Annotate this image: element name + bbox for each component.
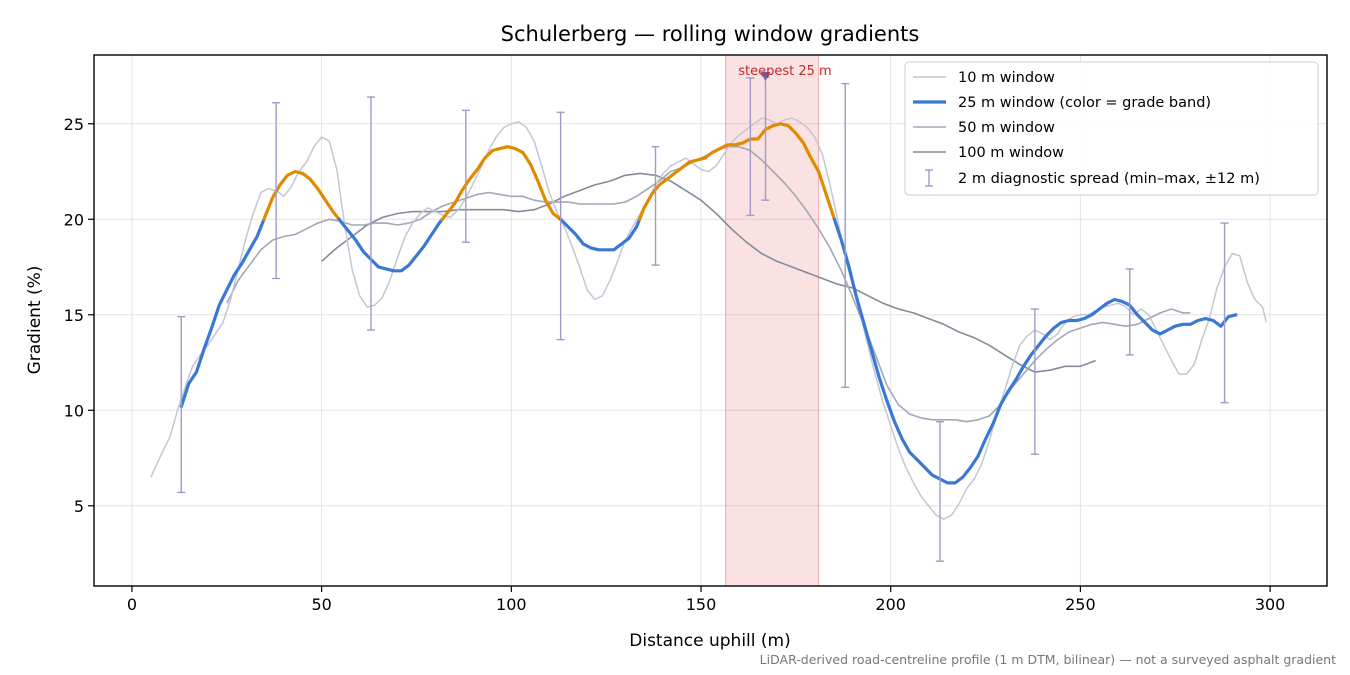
- x-tick-label: 50: [311, 595, 331, 614]
- legend-box: [904, 61, 1319, 196]
- series-100m-line: [321, 172, 1096, 373]
- plot-frame: [93, 54, 1328, 587]
- spread-bar: [366, 96, 375, 331]
- spread-bar: [841, 82, 850, 389]
- steepest-band-label: steepest 25 m: [738, 64, 831, 79]
- x-tick-label: 200: [875, 595, 906, 614]
- x-tick-label: 150: [686, 595, 717, 614]
- series-layer: [150, 117, 1268, 520]
- x-tick-label: 100: [496, 595, 527, 614]
- chart-title: Schulerberg — rolling window gradients: [501, 22, 920, 46]
- y-tick-label: 10: [64, 401, 84, 420]
- legend-label-25m: 25 m window (color = grade band): [958, 95, 1211, 111]
- legend-label-50m: 50 m window: [958, 120, 1055, 136]
- series-25m-segment-steep: [440, 145, 563, 221]
- series-25m-segment: [179, 217, 266, 409]
- footnote: LiDAR-derived road-centreline profile (1…: [760, 652, 1336, 667]
- series-25m-segment-steep: [262, 169, 341, 221]
- series-25m-segment-steep: [637, 122, 837, 221]
- spread-bar: [746, 77, 755, 217]
- spread-bar: [272, 102, 281, 280]
- x-tick-label: 250: [1065, 595, 1096, 614]
- y-axis-label: Gradient (%): [25, 266, 45, 375]
- x-tick-label: 300: [1255, 595, 1286, 614]
- spread-bar: [936, 421, 945, 562]
- spread-bar: [651, 145, 660, 266]
- y-tick-label: 25: [64, 115, 84, 134]
- spread-bar: [556, 111, 565, 341]
- legend: 10 m window 25 m window (color = grade b…: [904, 61, 1319, 196]
- spread-bar: [461, 109, 470, 243]
- x-tick-label: 0: [127, 595, 137, 614]
- legend-swatch-spread: [925, 169, 933, 187]
- y-tick-label: 20: [64, 210, 84, 229]
- legend-label-spread: 2 m diagnostic spread (min–max, ±12 m): [958, 171, 1260, 187]
- diagnostic-spread-bars: [177, 72, 1229, 562]
- series-25m-segment: [558, 217, 642, 252]
- y-tick-label: 5: [74, 497, 84, 516]
- y-tick-label: 15: [64, 306, 84, 325]
- spread-bar: [1125, 268, 1134, 356]
- x-ticks: 0 50 100 150 200 250 300: [127, 586, 1286, 614]
- legend-label-10m: 10 m window: [958, 70, 1055, 86]
- x-axis-label: Distance uphill (m): [629, 631, 790, 651]
- spread-bar: [1220, 222, 1229, 404]
- series-25m-segment: [337, 217, 444, 273]
- spread-bar: [1030, 308, 1039, 455]
- steepest-marker: [760, 72, 771, 82]
- legend-label-100m: 100 m window: [958, 145, 1064, 161]
- y-ticks: 5 10 15 20 25: [64, 115, 94, 516]
- spread-bar: [177, 315, 186, 494]
- series-10m-line: [150, 117, 1268, 520]
